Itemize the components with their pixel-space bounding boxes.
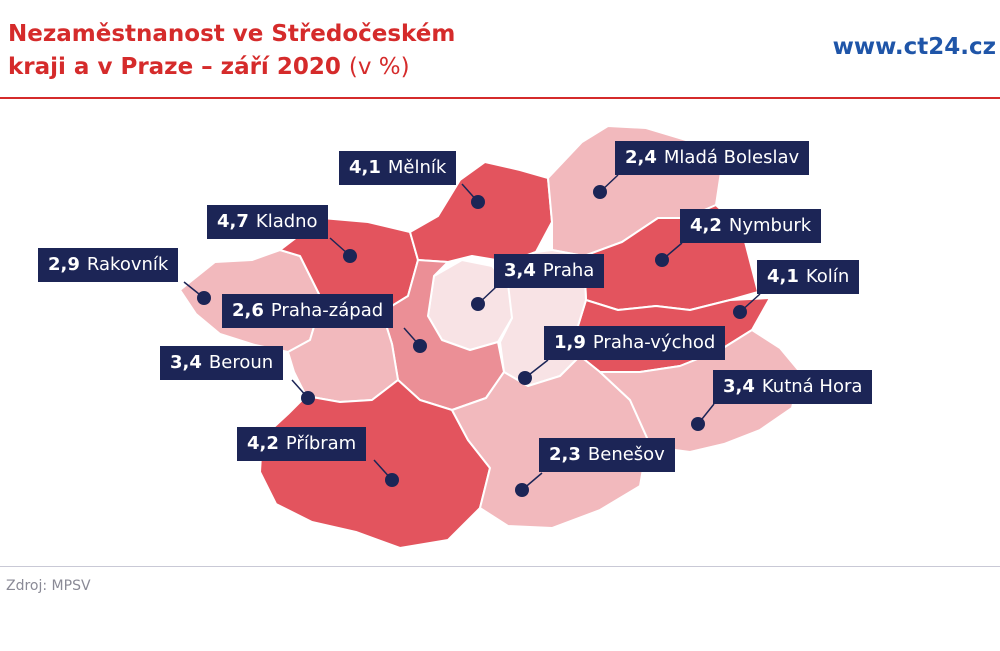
title-unit: (v %) [348,54,410,80]
marker-rakovnik [197,291,211,305]
label-praha-zapad: 2,6 Praha-západ [222,294,394,328]
marker-kolin [733,305,747,319]
district-name: Praha-východ [592,332,716,353]
header-divider [0,97,1000,99]
district-name: Benešov [587,444,665,465]
value: 3,4 [504,260,536,281]
district-name: Mělník [387,157,447,178]
title-line-1: Nezaměstnanost ve Středočeském [8,21,456,47]
marker-pribram [385,473,399,487]
value: 3,4 [170,352,202,373]
label-melnik: 4,1 Mělník [339,151,457,185]
marker-melnik [471,195,485,209]
footer-divider [0,566,1000,567]
title-line-2: kraji a v Praze – září 2020 [8,54,341,80]
marker-benesov [515,483,529,497]
value: 4,7 [217,211,249,232]
marker-kutna-hora [691,417,705,431]
region-pribram [259,379,491,549]
district-name: Rakovník [86,254,169,275]
district-markers [183,174,761,497]
district-name: Kutná Hora [761,376,863,397]
label-rakovnik: 2,9 Rakovník [38,248,179,282]
value: 4,2 [690,215,722,236]
value: 3,4 [723,376,755,397]
value: 2,3 [549,444,581,465]
marker-praha-vychod [518,371,532,385]
value: 2,6 [232,300,264,321]
marker-praha-zapad [413,339,427,353]
marker-kladno [343,249,357,263]
label-beroun: 3,4 Beroun [160,346,284,380]
district-name: Praha-západ [270,300,384,321]
district-name: Kolín [805,266,850,287]
label-kolin: 4,1 Kolín [757,260,860,294]
label-nymburk: 4,2 Nymburk [680,209,822,243]
district-name: Nymburk [728,215,812,236]
district-name: Příbram [285,433,357,454]
label-praha-vychod: 1,9 Praha-východ [544,326,726,360]
district-name: Mladá Boleslav [663,147,800,168]
page-title: Nezaměstnanost ve Středočeském kraji a v… [8,18,568,84]
marker-praha [471,297,485,311]
label-benesov: 2,3 Benešov [539,438,675,472]
site-url-link[interactable]: www.ct24.cz [832,34,996,60]
district-name: Praha [542,260,595,281]
marker-nymburk [655,253,669,267]
value: 2,4 [625,147,657,168]
label-pribram: 4,2 Příbram [237,427,367,461]
value: 2,9 [48,254,80,275]
label-kutna-hora: 3,4 Kutná Hora [713,370,873,404]
value: 1,9 [554,332,586,353]
label-kladno: 4,7 Kladno [207,205,328,239]
label-praha: 3,4 Praha [494,254,605,288]
value: 4,1 [767,266,799,287]
value: 4,2 [247,433,279,454]
value: 4,1 [349,157,381,178]
marker-mlada-boleslav [593,185,607,199]
district-name: Beroun [208,352,274,373]
district-name: Kladno [255,211,318,232]
marker-beroun [301,391,315,405]
source-note: Zdroj: MPSV [6,578,91,594]
label-mlada-boleslav: 2,4 Mladá Boleslav [615,141,810,175]
